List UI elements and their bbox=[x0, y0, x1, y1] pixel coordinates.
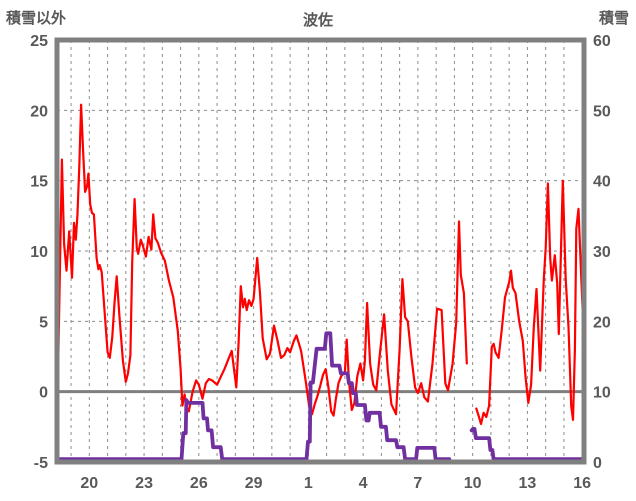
left-axis-title: 積雪以外 bbox=[6, 10, 67, 27]
y-axis-right-tick-label: 30 bbox=[593, 244, 611, 261]
y-axis-right-tick-label: 50 bbox=[593, 103, 611, 120]
x-axis-tick-label: 20 bbox=[80, 475, 98, 492]
x-axis-tick-label: 23 bbox=[135, 475, 153, 492]
snow-depth-line bbox=[55, 331, 452, 462]
y-axis-left-tick-label: 0 bbox=[39, 385, 48, 402]
x-axis-tick-label: 26 bbox=[190, 475, 208, 492]
y-axis-right-tick-label: 60 bbox=[593, 33, 611, 50]
temperature-line bbox=[475, 179, 586, 426]
right-axis-title: 積雪 bbox=[598, 10, 629, 27]
y-axis-right-tick-label: 10 bbox=[593, 385, 611, 402]
y-axis-right-tick-label: 0 bbox=[593, 455, 602, 472]
y-axis-left-tick-label: 5 bbox=[39, 314, 48, 331]
x-axis-tick-label: 29 bbox=[245, 475, 263, 492]
snow-depth-line bbox=[469, 426, 586, 462]
y-axis-left-tick-label: 25 bbox=[30, 33, 48, 50]
x-axis-tick-label: 7 bbox=[413, 475, 422, 492]
plot-frame bbox=[54, 37, 587, 465]
x-axis-tick-label: 16 bbox=[573, 475, 591, 492]
x-axis-tick-label: 13 bbox=[519, 475, 537, 492]
y-axis-right-tick-label: 20 bbox=[593, 314, 611, 331]
y-axis-left-tick-label: 20 bbox=[30, 103, 48, 120]
temperature-line bbox=[55, 103, 468, 417]
chart-title: 波佐 bbox=[302, 12, 333, 29]
x-axis-tick-label: 1 bbox=[304, 475, 313, 492]
y-axis-left-tick-label: -5 bbox=[34, 455, 48, 472]
y-axis-left-tick-label: 15 bbox=[30, 174, 48, 191]
x-axis-tick-label: 4 bbox=[359, 475, 368, 492]
y-axis-right-tick-label: 40 bbox=[593, 174, 611, 191]
y-axis-left-tick-label: 10 bbox=[30, 244, 48, 261]
x-axis-tick-label: 10 bbox=[464, 475, 482, 492]
